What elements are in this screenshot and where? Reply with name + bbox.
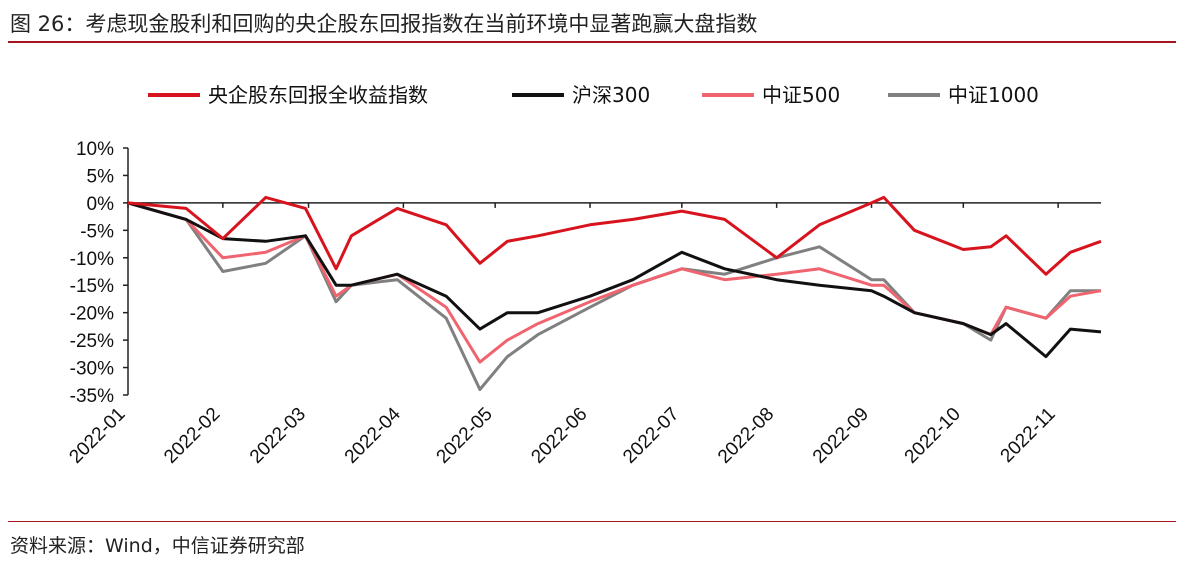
legend-label: 沪深300 <box>572 83 650 107</box>
x-tick-label: 2022-06 <box>527 404 591 468</box>
y-tick-label: -15% <box>70 276 114 297</box>
y-tick-label: 10% <box>76 139 114 160</box>
y-tick-label: -5% <box>80 221 114 242</box>
y-tick-label: -35% <box>70 386 114 407</box>
x-tick-label: 2022-01 <box>65 404 129 468</box>
legend-label: 中证1000 <box>948 83 1039 107</box>
x-tick-label: 2022-07 <box>619 404 683 468</box>
x-tick-label: 2022-09 <box>809 404 873 468</box>
series-line-1 <box>127 201 1102 359</box>
x-tick-label: 2022-05 <box>433 404 497 468</box>
legend-label: 中证500 <box>762 83 840 107</box>
x-tick-label: 2022-02 <box>160 404 224 468</box>
x-tick-label: 2022-10 <box>901 404 965 468</box>
legend-label: 央企股东回报全收益指数 <box>208 83 428 107</box>
series-lines <box>127 195 1102 391</box>
y-tick-label: -10% <box>70 249 114 270</box>
footer-divider <box>8 521 1176 522</box>
x-tick-label: 2022-04 <box>341 403 405 467</box>
y-tick-label: -20% <box>70 304 114 325</box>
y-tick-label: -25% <box>70 331 114 352</box>
series-line-2 <box>127 201 1102 364</box>
x-tick-label: 2022-03 <box>246 404 310 468</box>
y-tick-label: 5% <box>87 166 115 187</box>
series-line-3 <box>127 201 1101 391</box>
legend: 央企股东回报全收益指数 沪深300 中证500 中证1000 <box>148 83 1039 107</box>
x-tick-label: 2022-11 <box>997 404 1060 467</box>
x-tick-label: 2022-08 <box>714 404 778 468</box>
series-line-0 <box>127 195 1102 276</box>
figure-title: 图 26：考虑现金股利和回购的央企股东回报指数在当前环境中显著跑赢大盘指数 <box>10 12 758 36</box>
y-tick-label: -30% <box>70 359 114 380</box>
y-tick-label: 0% <box>87 194 115 215</box>
y-axis: 10% 5% 0% -5% -10% -15% -20% -25% -30% -35% <box>70 139 129 407</box>
source-note: 资料来源：Wind，中信证券研究部 <box>10 535 305 557</box>
title-divider <box>8 41 1176 43</box>
